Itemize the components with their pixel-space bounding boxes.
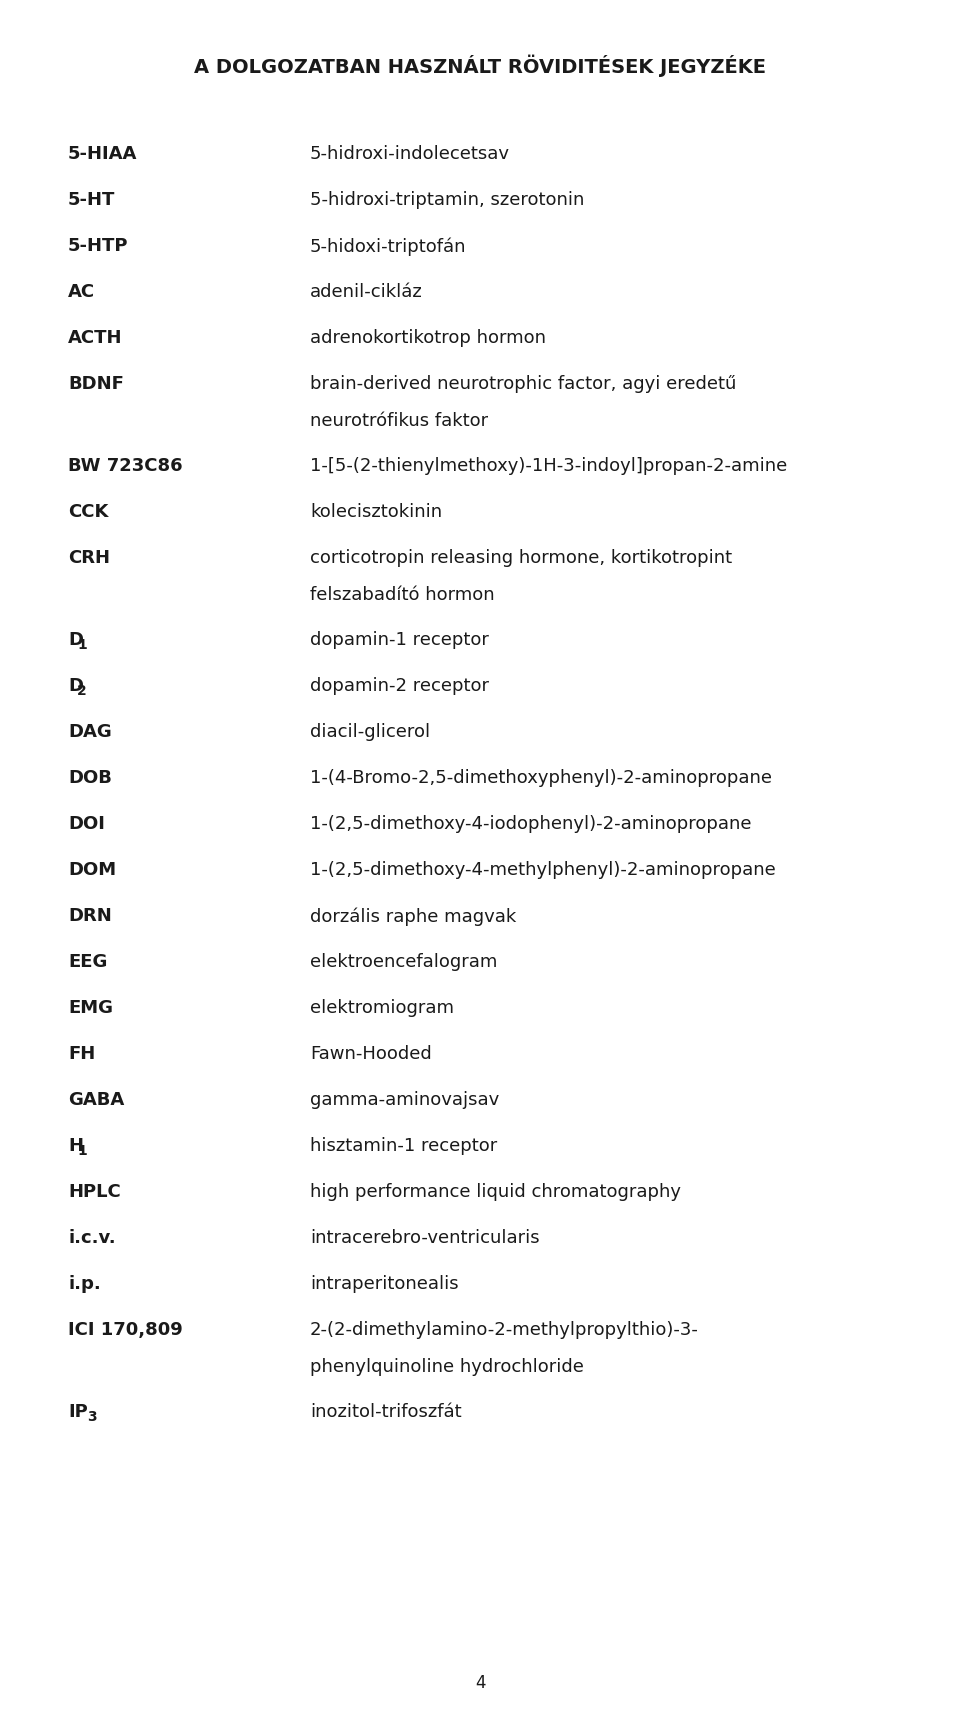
Text: felszabadító hormon: felszabadító hormon: [310, 585, 494, 604]
Text: intracerebro-ventricularis: intracerebro-ventricularis: [310, 1230, 540, 1247]
Text: i.p.: i.p.: [68, 1274, 101, 1293]
Text: DOM: DOM: [68, 861, 116, 878]
Text: brain-derived neurotrophic factor, agyi eredetű: brain-derived neurotrophic factor, agyi …: [310, 375, 736, 393]
Text: 1-(2,5-dimethoxy-4-iodophenyl)-2-aminopropane: 1-(2,5-dimethoxy-4-iodophenyl)-2-aminopr…: [310, 815, 752, 833]
Text: dopamin-2 receptor: dopamin-2 receptor: [310, 677, 489, 696]
Text: EEG: EEG: [68, 952, 108, 971]
Text: ACTH: ACTH: [68, 329, 123, 348]
Text: 1-(2,5-dimethoxy-4-methylphenyl)-2-aminopropane: 1-(2,5-dimethoxy-4-methylphenyl)-2-amino…: [310, 861, 776, 878]
Text: 5-HT: 5-HT: [68, 191, 115, 208]
Text: 4: 4: [475, 1674, 485, 1693]
Text: BDNF: BDNF: [68, 375, 124, 393]
Text: 1: 1: [78, 639, 87, 653]
Text: high performance liquid chromatography: high performance liquid chromatography: [310, 1183, 681, 1200]
Text: GABA: GABA: [68, 1092, 124, 1109]
Text: 5-hidroxi-triptamin, szerotonin: 5-hidroxi-triptamin, szerotonin: [310, 191, 585, 208]
Text: 1-[5-(2-thienylmethoxy)-1H-3-indoyl]propan-2-amine: 1-[5-(2-thienylmethoxy)-1H-3-indoyl]prop…: [310, 456, 787, 475]
Text: 5-HIAA: 5-HIAA: [68, 145, 137, 164]
Text: DOI: DOI: [68, 815, 105, 833]
Text: kolecisztokinin: kolecisztokinin: [310, 503, 443, 522]
Text: 1-(4-Bromo-2,5-dimethoxyphenyl)-2-aminopropane: 1-(4-Bromo-2,5-dimethoxyphenyl)-2-aminop…: [310, 770, 772, 787]
Text: hisztamin-1 receptor: hisztamin-1 receptor: [310, 1137, 497, 1155]
Text: BW 723C86: BW 723C86: [68, 456, 182, 475]
Text: DAG: DAG: [68, 723, 111, 740]
Text: ICI 170,809: ICI 170,809: [68, 1321, 182, 1340]
Text: dopamin-1 receptor: dopamin-1 receptor: [310, 630, 489, 649]
Text: dorzális raphe magvak: dorzális raphe magvak: [310, 907, 516, 925]
Text: i.c.v.: i.c.v.: [68, 1230, 115, 1247]
Text: 2: 2: [78, 684, 87, 697]
Text: phenylquinoline hydrochloride: phenylquinoline hydrochloride: [310, 1359, 584, 1376]
Text: diacil-glicerol: diacil-glicerol: [310, 723, 430, 740]
Text: A DOLGOZATBAN HASZNÁLT RÖVIDITÉSEK JEGYZÉKE: A DOLGOZATBAN HASZNÁLT RÖVIDITÉSEK JEGYZ…: [194, 55, 766, 77]
Text: FH: FH: [68, 1045, 95, 1062]
Text: gamma-aminovajsav: gamma-aminovajsav: [310, 1092, 499, 1109]
Text: elektroencefalogram: elektroencefalogram: [310, 952, 497, 971]
Text: IP: IP: [68, 1403, 87, 1421]
Text: 5-HTP: 5-HTP: [68, 238, 129, 255]
Text: inozitol-trifoszfát: inozitol-trifoszfát: [310, 1403, 462, 1421]
Text: CCK: CCK: [68, 503, 108, 522]
Text: H: H: [68, 1137, 83, 1155]
Text: 1: 1: [78, 1143, 87, 1159]
Text: 5-hidoxi-triptofán: 5-hidoxi-triptofán: [310, 238, 467, 255]
Text: 5-hidroxi-indolecetsav: 5-hidroxi-indolecetsav: [310, 145, 510, 164]
Text: CRH: CRH: [68, 549, 110, 567]
Text: adenil-cikláz: adenil-cikláz: [310, 282, 422, 301]
Text: DOB: DOB: [68, 770, 112, 787]
Text: EMG: EMG: [68, 999, 113, 1018]
Text: DRN: DRN: [68, 907, 111, 925]
Text: 2-(2-dimethylamino-2-methylpropylthio)-3-: 2-(2-dimethylamino-2-methylpropylthio)-3…: [310, 1321, 699, 1340]
Text: AC: AC: [68, 282, 95, 301]
Text: corticotropin releasing hormone, kortikotropint: corticotropin releasing hormone, kortiko…: [310, 549, 732, 567]
Text: intraperitonealis: intraperitonealis: [310, 1274, 459, 1293]
Text: adrenokortikotrop hormon: adrenokortikotrop hormon: [310, 329, 546, 348]
Text: Fawn-Hooded: Fawn-Hooded: [310, 1045, 432, 1062]
Text: D: D: [68, 677, 83, 696]
Text: 3: 3: [86, 1410, 96, 1424]
Text: HPLC: HPLC: [68, 1183, 121, 1200]
Text: D: D: [68, 630, 83, 649]
Text: neurotrófikus faktor: neurotrófikus faktor: [310, 412, 488, 430]
Text: elektromiogram: elektromiogram: [310, 999, 454, 1018]
